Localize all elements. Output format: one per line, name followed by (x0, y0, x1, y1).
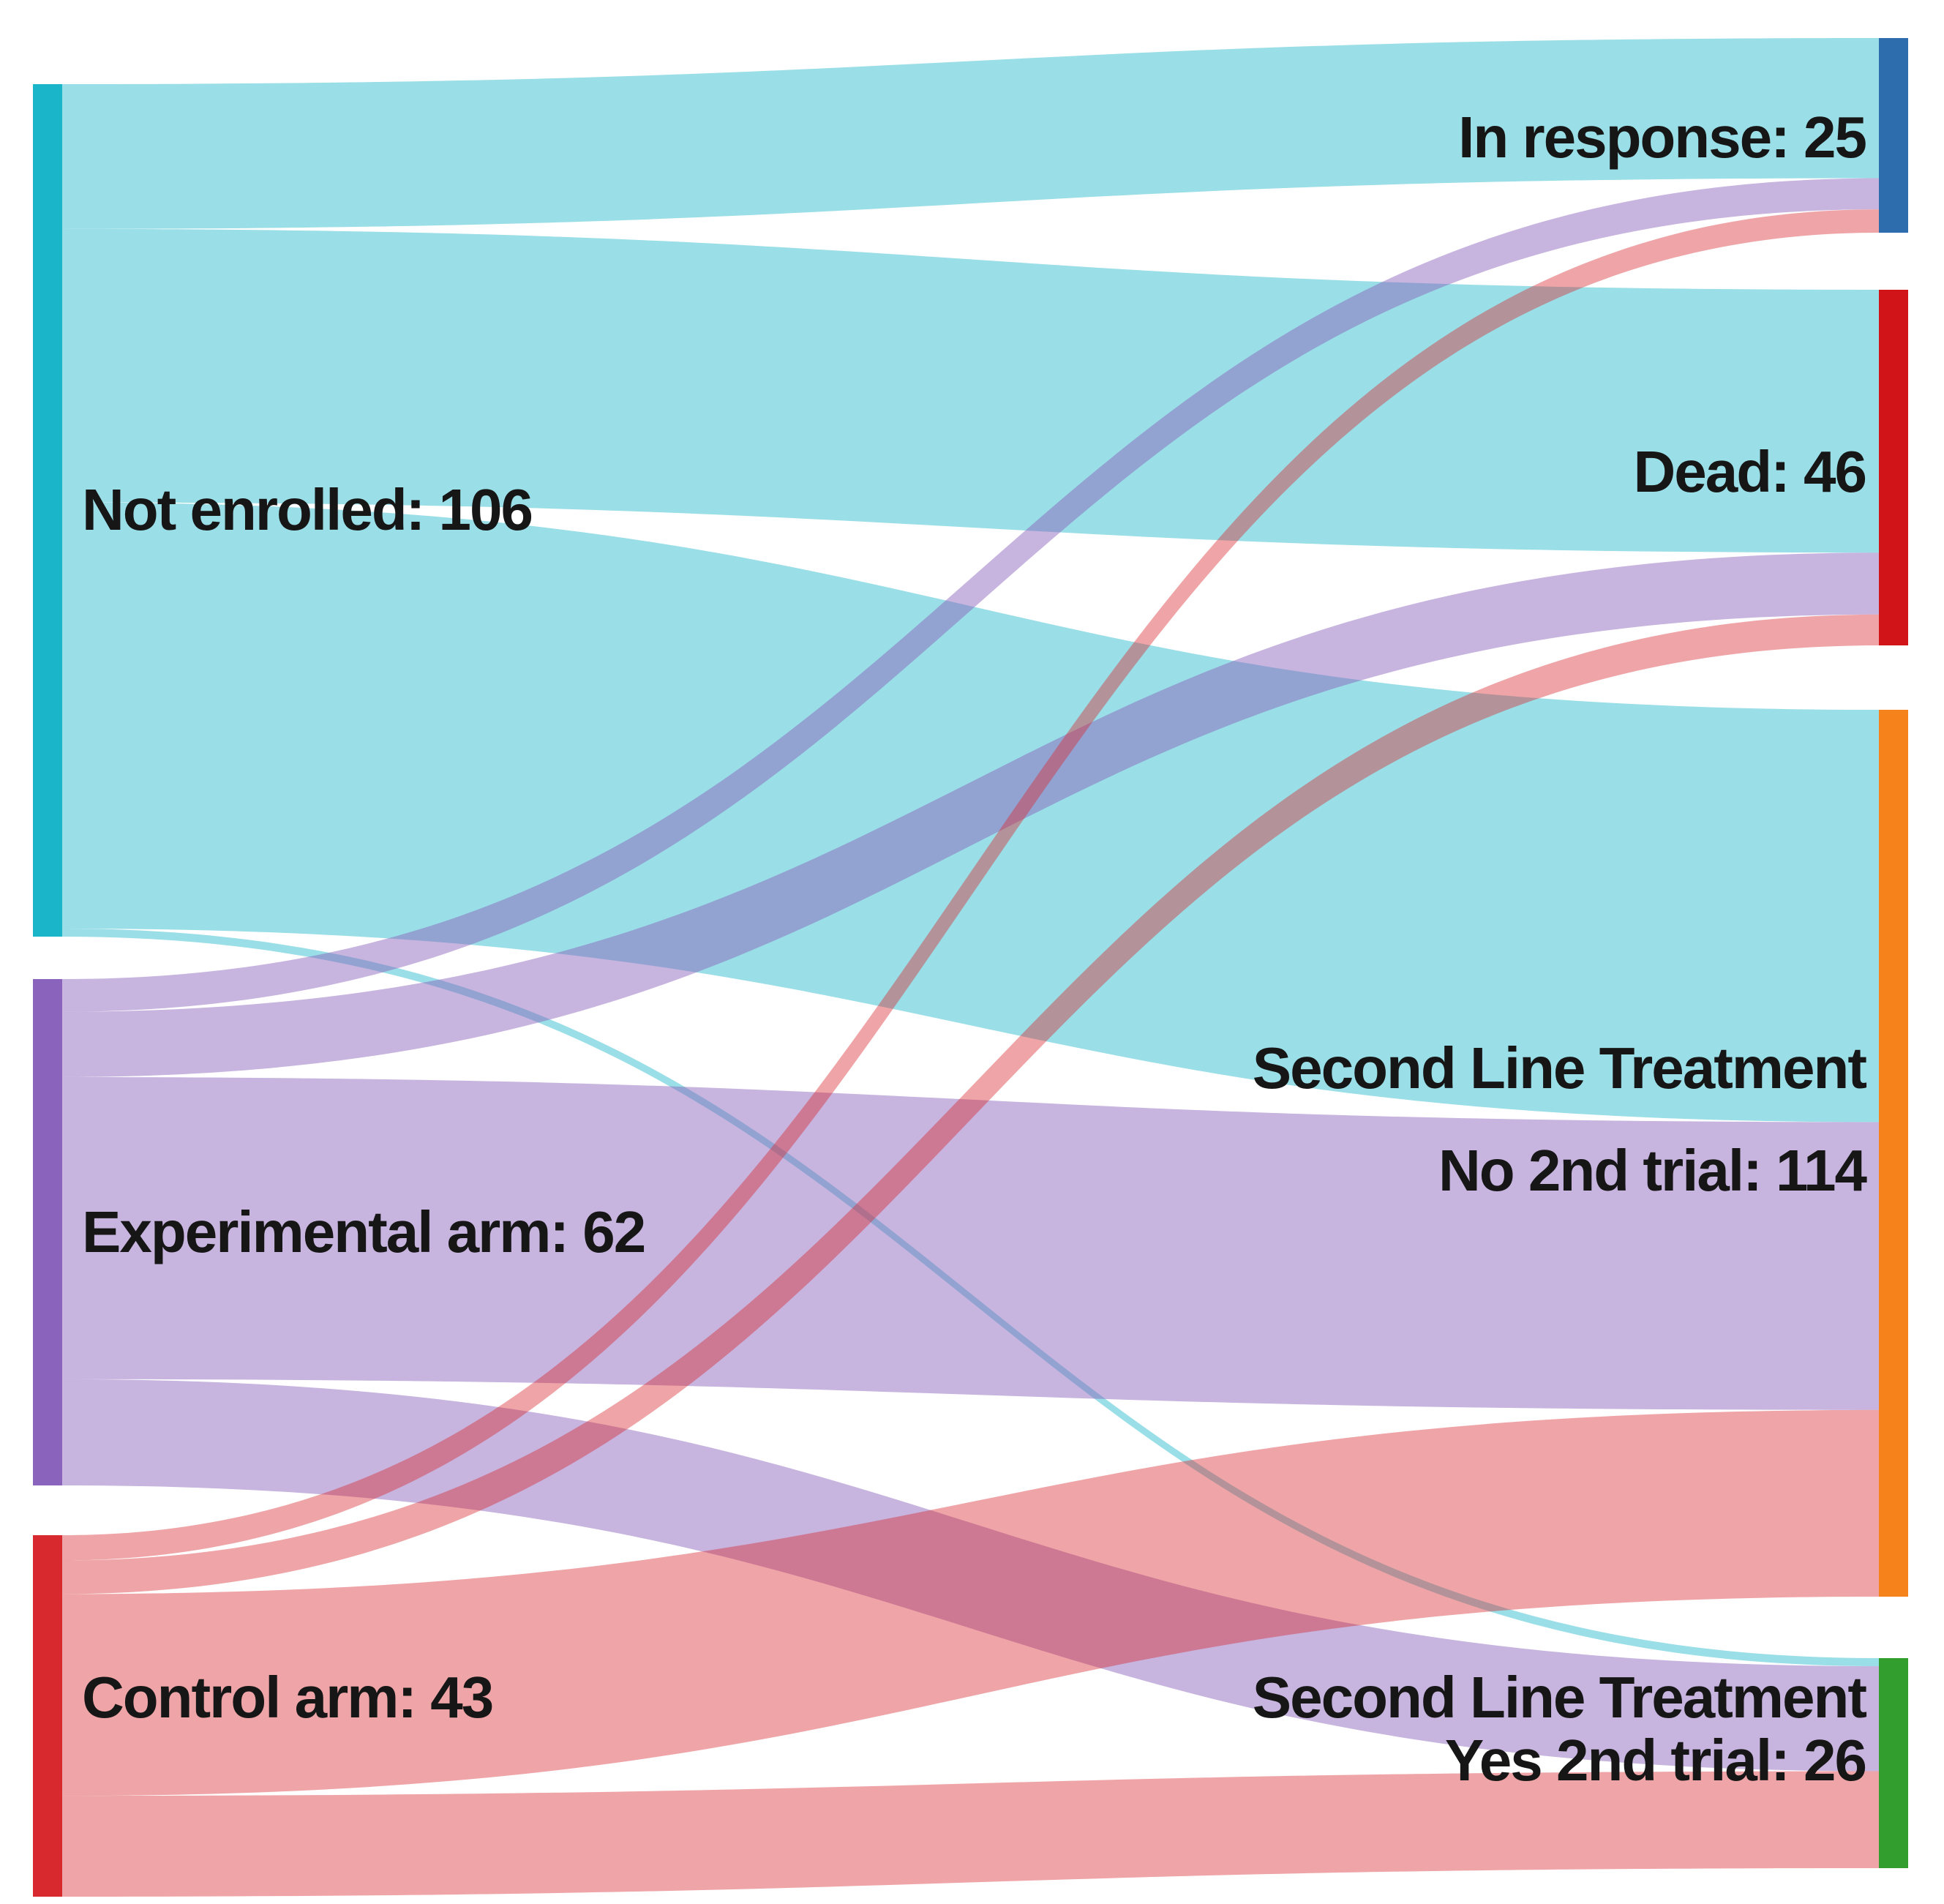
flow-experimental-to-in_response (62, 178, 1879, 1012)
heading-second-line-treatment-no: Second Line Treatment (1252, 1035, 1867, 1101)
node-bar-experimental (33, 979, 62, 1485)
flow-control-to-in_response (62, 209, 1879, 1561)
flow-control-to-yes_2nd (62, 1771, 1879, 1897)
flow-not_enrolled-to-no_2nd (62, 502, 1879, 1122)
flow-not_enrolled-to-in_response (62, 38, 1879, 229)
node-label-control-arm: Control arm: 43 (82, 1665, 494, 1730)
node-label-yes-2nd-trial: Yes 2nd trial: 26 (1444, 1728, 1867, 1793)
node-bar-not_enrolled (33, 84, 62, 937)
node-bar-dead (1879, 290, 1908, 645)
flow-experimental-to-dead (62, 552, 1879, 1077)
node-bar-control (33, 1535, 62, 1897)
node-bar-yes_2nd (1879, 1658, 1908, 1868)
flow-not_enrolled-to-yes_2nd (62, 929, 1879, 1667)
flow-experimental-to-no_2nd (62, 1076, 1879, 1410)
node-label-in-response: In response: 25 (1458, 105, 1867, 170)
heading-second-line-treatment-yes: Second Line Treatment (1252, 1665, 1867, 1730)
node-label-not-enrolled: Not enrolled: 106 (82, 477, 533, 542)
node-label-experimental-arm: Experimental arm: 62 (82, 1199, 646, 1264)
node-bar-in_response (1879, 38, 1908, 233)
node-label-dead: Dead: 46 (1633, 439, 1867, 504)
node-bar-no_2nd (1879, 710, 1908, 1597)
node-label-no-2nd-trial: No 2nd trial: 114 (1438, 1138, 1867, 1203)
flow-not_enrolled-to-dead (62, 228, 1879, 553)
flow-control-to-no_2nd (62, 1409, 1879, 1796)
flow-experimental-to-yes_2nd (62, 1379, 1879, 1772)
flow-control-to-dead (62, 614, 1879, 1594)
